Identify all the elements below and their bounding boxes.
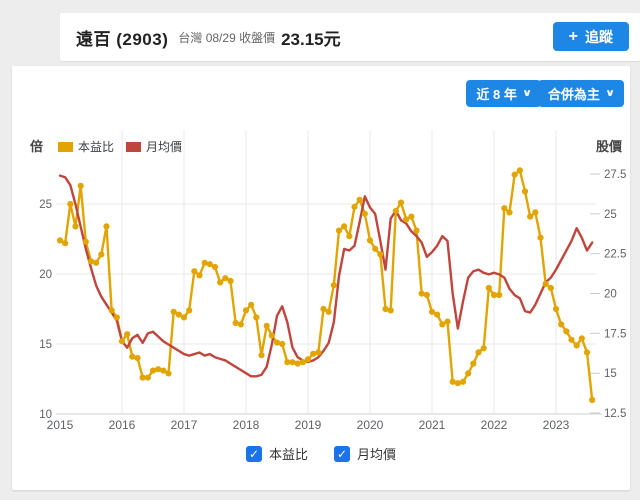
svg-text:2017: 2017 [171,418,198,432]
svg-text:2021: 2021 [419,418,446,432]
price-checkbox-label: 月均價 [357,447,397,462]
track-button-label: 追蹤 [585,28,613,45]
stock-header-card: 遠百 (2903) 台灣 08/29 收盤價 23.15元 + 追蹤 [60,13,640,61]
track-button[interactable]: + 追蹤 [552,22,629,51]
checkbox-checked-icon: ✓ [334,445,350,462]
range-dropdown-label: 近 8 年 [476,87,517,102]
page-title: 遠百 (2903) [76,29,169,49]
price-legend-label: 月均價 [146,140,183,154]
svg-text:15: 15 [39,339,52,351]
svg-text:2018: 2018 [233,418,260,432]
legend-item-price: 月均價 [126,138,182,155]
pe-legend-swatch [58,141,73,152]
chart-grid [56,130,602,415]
chevron-down-icon: ∨ [604,88,616,99]
left-axis-unit-label: 倍 [30,139,44,154]
svg-text:25: 25 [39,199,52,211]
chart-card: 近 8 年 ∨ 合併為主 ∨ 倍 股價 本益比 月均價 25 20 15 10 27.5… [12,66,630,490]
chevron-down-icon: ∨ [521,88,533,99]
close-price: 23.15元 [281,29,341,49]
legend-item-pe: 本益比 [58,138,114,155]
pe-legend-label: 本益比 [78,140,115,154]
plus-icon: + [568,27,578,45]
stock-meta: 台灣 08/29 收盤價 [178,30,276,45]
svg-text:10: 10 [39,409,52,421]
pe-checkbox[interactable]: ✓ 本益比 [245,444,308,463]
svg-text:27.5: 27.5 [604,169,626,181]
svg-text:2015: 2015 [47,418,74,432]
svg-text:17.5: 17.5 [604,328,626,340]
chart-legend: 本益比 月均價 [58,138,182,155]
svg-text:2020: 2020 [357,418,384,432]
svg-text:2019: 2019 [295,418,322,432]
svg-text:20: 20 [39,269,52,281]
price-line [58,174,594,378]
svg-text:2023: 2023 [543,418,570,432]
svg-text:20: 20 [604,289,617,301]
svg-text:22.5: 22.5 [604,249,626,261]
pe-checkbox-label: 本益比 [268,447,308,462]
svg-text:12.5: 12.5 [604,408,626,420]
price-checkbox[interactable]: ✓ 月均價 [334,444,396,463]
checkbox-checked-icon: ✓ [245,445,262,462]
consolidation-dropdown-label: 合併為主 [547,87,600,102]
svg-text:25: 25 [604,209,617,221]
right-axis-unit-label: 股價 [596,139,623,154]
price-legend-swatch [126,141,142,152]
range-dropdown[interactable]: 近 8 年 ∨ [466,80,541,107]
svg-text:2016: 2016 [109,418,136,432]
svg-text:15: 15 [604,368,617,380]
consolidation-dropdown[interactable]: 合併為主 ∨ [537,80,624,107]
svg-text:2022: 2022 [481,418,508,432]
pe-markers [56,167,596,404]
series-toggle-row: ✓ 本益比 ✓ 月均價 [12,444,630,463]
pe-line [58,169,594,402]
